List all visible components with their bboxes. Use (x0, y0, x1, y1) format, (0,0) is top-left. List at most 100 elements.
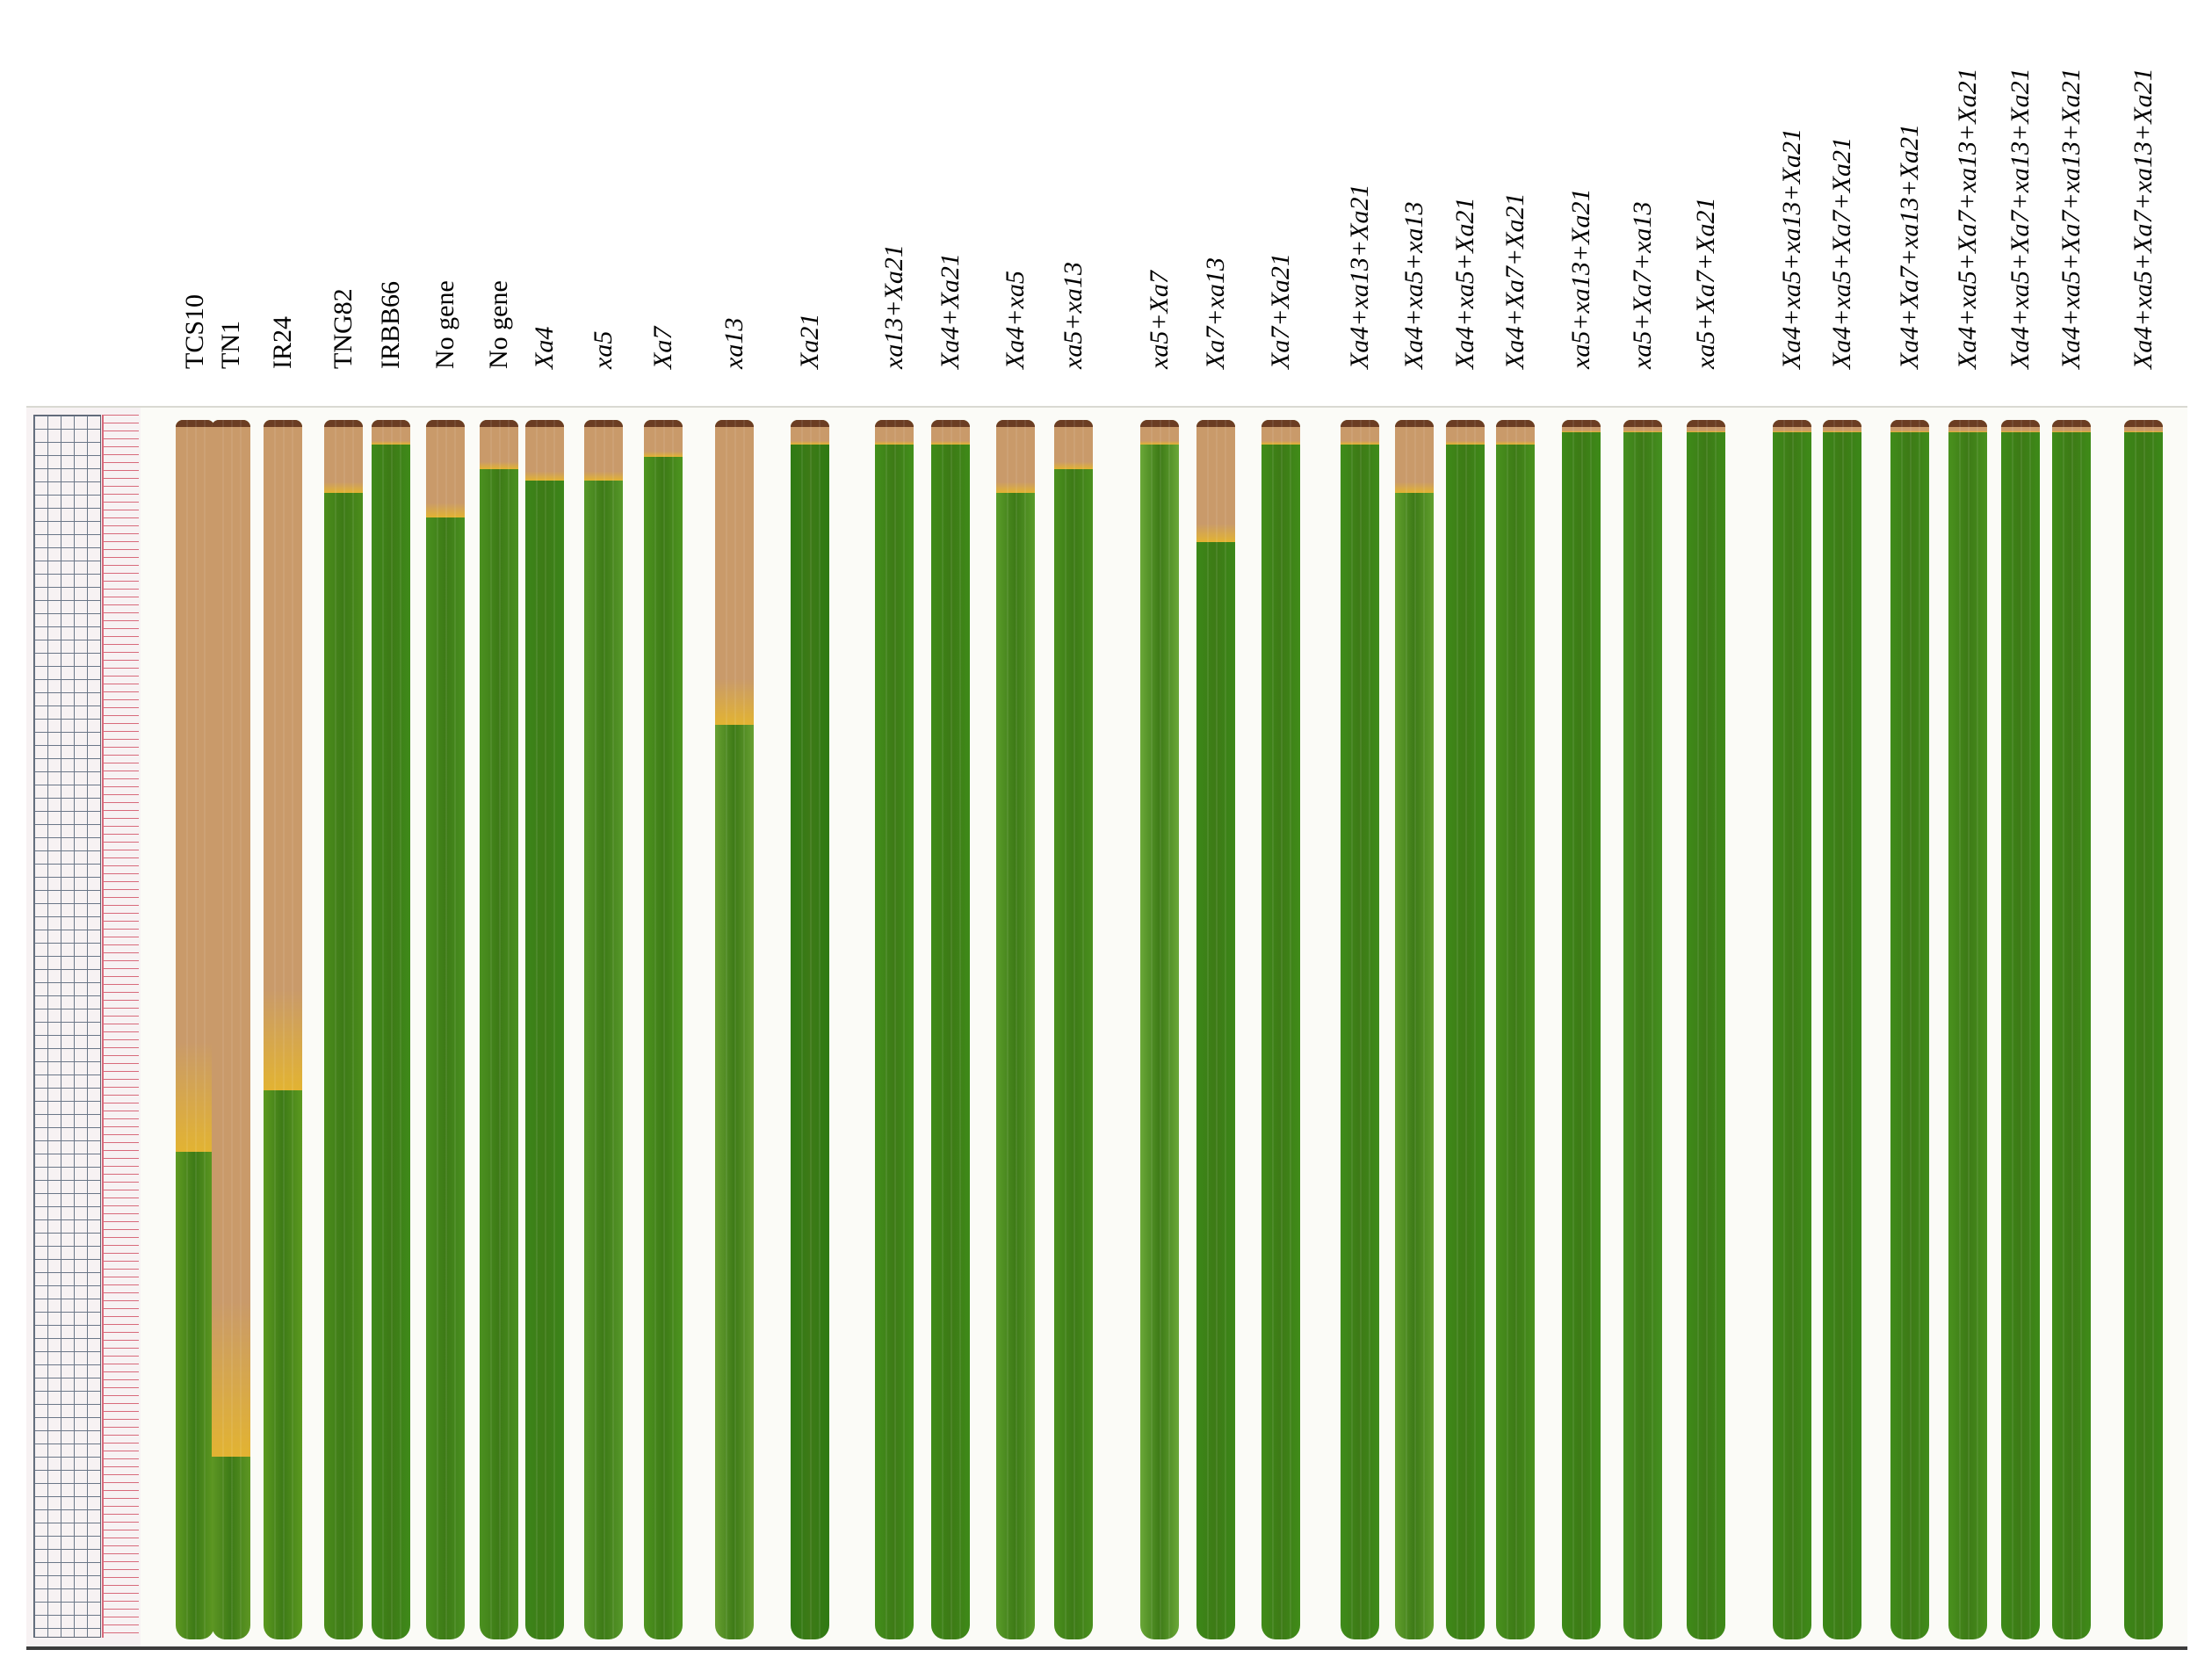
leaf-vein (1524, 420, 1526, 1639)
leaf-vein (231, 420, 233, 1639)
leaf-vein (1715, 420, 1717, 1639)
genotype-label-26: xa5+Xa7+Xa21 (1680, 0, 1732, 395)
leaf-vein (604, 420, 605, 1639)
leaf-sample-32 (2052, 420, 2091, 1639)
leaf-vein (1351, 420, 1353, 1639)
leaf-vein (283, 420, 285, 1639)
leaf-vein (186, 420, 188, 1639)
lesion-area (324, 420, 363, 494)
leaf-tip (525, 420, 564, 427)
genotype-label-text: Xa4+xa5 (1001, 271, 1030, 369)
leaf-vein (204, 420, 206, 1639)
leaf-vein (1572, 420, 1574, 1639)
leaf-tip (2001, 420, 2040, 427)
leaf-tip (1341, 420, 1379, 427)
leaf-vein (1783, 420, 1785, 1639)
genotype-label-text: Xa7+xa13 (1201, 257, 1230, 369)
leaf-vein (553, 420, 555, 1639)
leaf-tip (1446, 420, 1485, 427)
leaf-vein (1901, 420, 1903, 1639)
leaf-vein (595, 420, 596, 1639)
lesion-area (1196, 420, 1235, 542)
leaf-vein (801, 420, 803, 1639)
leaf-tip (1196, 420, 1235, 427)
leaf-vein (1801, 420, 1803, 1639)
genotype-label-text: Xa4+Xa21 (936, 253, 965, 369)
leaf-tip (1948, 420, 1987, 427)
leaf-vein (1160, 420, 1161, 1639)
genotype-label-text: Xa4+Xa7+Xa21 (1500, 192, 1529, 369)
leaf-sample-21 (1395, 420, 1434, 1639)
leaf-sample-9 (584, 420, 623, 1639)
leaf-vein (1007, 420, 1008, 1639)
leaf-vein (1842, 420, 1844, 1639)
leaf-sample-18 (1196, 420, 1235, 1639)
leaf-sample-20 (1341, 420, 1379, 1639)
leaf-tip (2052, 420, 2091, 427)
leaf-tip (324, 420, 363, 427)
leaf-sample-30 (1948, 420, 1987, 1639)
measurement-ruler (26, 408, 141, 1646)
leaf-vein (1168, 420, 1170, 1639)
leaf-vein (654, 420, 656, 1639)
genotype-label-text: TN1 (216, 321, 245, 369)
leaf-sample-31 (2001, 420, 2040, 1639)
genotype-label-text: TNG82 (329, 288, 358, 369)
leaf-vein (1652, 420, 1653, 1639)
leaf-sample-11 (715, 420, 754, 1639)
genotype-label-5: IRBB66 (365, 0, 417, 395)
leaf-vein (1792, 420, 1794, 1639)
genotype-label-33: Xa4+xa5+Xa7+xa13+Xa21 (2117, 0, 2170, 395)
leaf-vein (1216, 420, 1218, 1639)
leaf-vein (1910, 420, 1912, 1639)
leaf-sample-24 (1562, 420, 1601, 1639)
genotype-label-text: Xa4+xa5+Xa7+Xa21 (1827, 136, 1856, 369)
leaf-vein (663, 420, 665, 1639)
genotype-label-28: Xa4+xa5+Xa7+Xa21 (1816, 0, 1869, 395)
leaf-tip (176, 420, 214, 427)
genotype-label-32: Xa4+xa5+Xa7+xa13+Xa21 (2045, 0, 2098, 395)
leaf-vein (343, 420, 345, 1639)
leaf-tip (644, 420, 683, 427)
leaf-vein (942, 420, 943, 1639)
genotype-label-7: No gene (473, 0, 525, 395)
leaf-vein (335, 420, 336, 1639)
leaf-vein (1968, 420, 1970, 1639)
genotype-label-text: xa5+Xa7+Xa21 (1691, 197, 1720, 369)
leaf-vein (1697, 420, 1699, 1639)
leaf-vein (903, 420, 905, 1639)
leaf-tip (264, 420, 302, 427)
leaf-vein (1406, 420, 1407, 1639)
leaf-tip (996, 420, 1035, 427)
leaf-sample-10 (644, 420, 683, 1639)
genotype-label-text: No gene (484, 280, 513, 369)
genotype-label-text: Xa4+xa5+Xa21 (1450, 197, 1479, 369)
leaf-tip (584, 420, 623, 427)
genotype-label-25: xa5+Xa7+xa13 (1616, 0, 1669, 395)
leaf-sample-4 (324, 420, 363, 1639)
leaf-vein (1474, 420, 1476, 1639)
genotype-label-22: Xa4+xa5+Xa21 (1439, 0, 1492, 395)
leaf-sample-2 (212, 420, 250, 1639)
leaf-tip (1823, 420, 1861, 427)
genotype-label-6: No gene (419, 0, 472, 395)
genotype-label-9: xa5 (577, 0, 630, 395)
leaf-tip (1562, 420, 1601, 427)
genotype-label-12: Xa21 (784, 0, 836, 395)
leaf-tip (1261, 420, 1300, 427)
genotype-label-text: Xa4+xa5+xa13+Xa21 (1777, 127, 1806, 369)
leaf-sample-28 (1823, 420, 1861, 1639)
leaf-vein (2152, 420, 2154, 1639)
leaf-tip (875, 420, 914, 427)
leaf-vein (1590, 420, 1592, 1639)
leaf-vein (352, 420, 354, 1639)
genotype-label-text: xa5+Xa7+xa13 (1628, 201, 1657, 369)
genotype-label-17: xa5+Xa7 (1133, 0, 1186, 395)
leaf-vein (819, 420, 820, 1639)
leaf-sample-1 (176, 420, 214, 1639)
leaf-vein (612, 420, 614, 1639)
ruler-grid (33, 415, 101, 1638)
leaf-sample-25 (1623, 420, 1662, 1639)
leaf-sample-15 (996, 420, 1035, 1639)
